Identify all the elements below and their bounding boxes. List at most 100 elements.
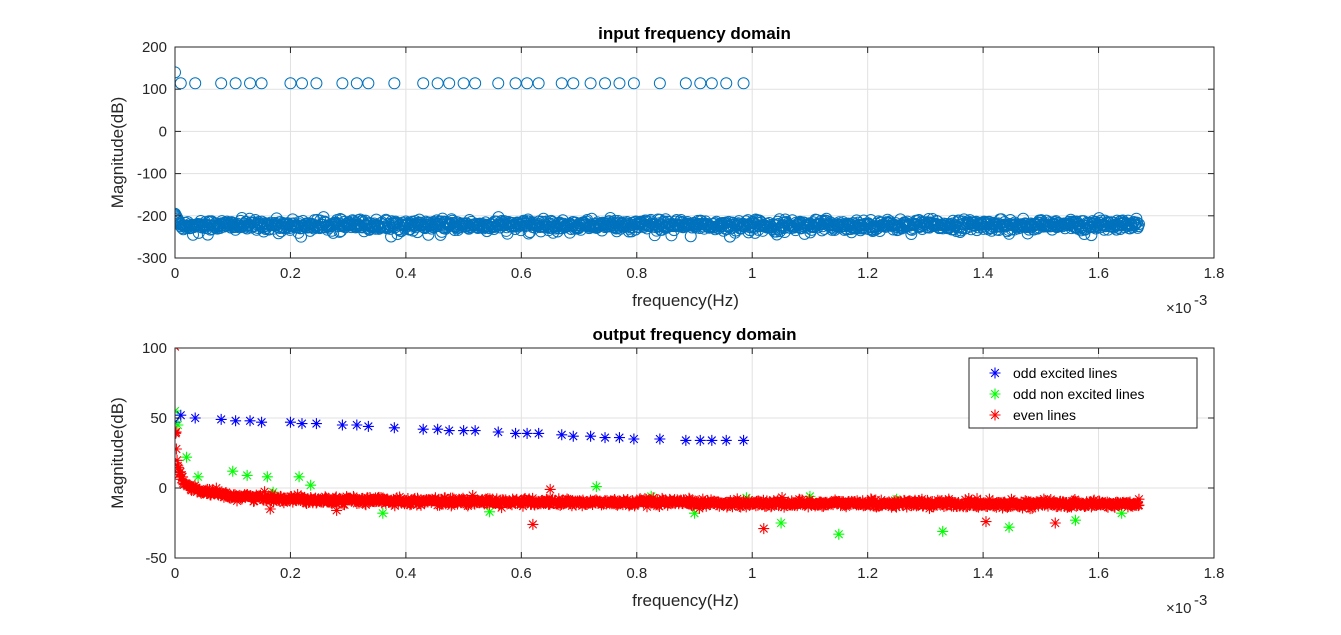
trend-point [1045, 493, 1057, 505]
x-tick-label: 0.6 [511, 265, 532, 282]
data-point [181, 451, 193, 463]
trend-point [791, 500, 803, 512]
trend-point [292, 488, 304, 500]
data-point [492, 77, 505, 90]
y-axis-label: Magnitude(dB) [108, 397, 127, 509]
series-even-lines [175, 348, 1145, 535]
trend-point [479, 497, 491, 509]
data-point [469, 425, 481, 437]
trend-point [491, 493, 503, 505]
data-point [175, 66, 181, 79]
data-point [295, 77, 308, 90]
data-point [720, 77, 733, 90]
trend-point [1065, 501, 1077, 513]
trend-point [496, 502, 508, 514]
x-tick-label: 1.4 [973, 265, 994, 282]
trend-point [983, 493, 995, 505]
trend-point [858, 497, 870, 509]
noise-floor-point [257, 225, 270, 238]
trend-point [966, 494, 978, 506]
data-point [264, 503, 276, 515]
trend-point [463, 498, 475, 510]
series-odd-excited-lines [175, 409, 750, 446]
trend-point [177, 471, 189, 483]
data-point [336, 419, 348, 431]
data-point [613, 432, 625, 444]
data-point [599, 432, 611, 444]
trend-point [1133, 499, 1145, 511]
data-point [310, 77, 323, 90]
data-point [533, 427, 545, 439]
data-point [737, 77, 750, 90]
data-point [261, 471, 273, 483]
data-point [189, 412, 201, 424]
trend-point [1012, 498, 1024, 510]
data-point [443, 77, 456, 90]
data-point [215, 77, 228, 90]
data-point [189, 77, 202, 90]
data-point [229, 77, 242, 90]
trend-point [259, 486, 271, 498]
trend-point [655, 498, 667, 510]
trend-point [339, 499, 351, 511]
chart-title: input frequency domain [598, 24, 791, 43]
trend-point [553, 493, 565, 505]
trend-point [175, 454, 183, 466]
y-tick-label: -200 [137, 208, 167, 225]
data-point [544, 483, 556, 495]
data-point [377, 507, 389, 519]
series-1 [175, 66, 1145, 243]
legend-marker [989, 388, 1001, 400]
data-point [758, 523, 770, 535]
trend-point [506, 499, 518, 511]
trend-point [1019, 495, 1031, 507]
trend-point [434, 499, 446, 511]
trend-point [443, 497, 455, 509]
data-point [484, 506, 496, 518]
x-axis-label: frequency(Hz) [632, 291, 739, 310]
data-point [351, 419, 363, 431]
legend-item: odd excited lines [989, 365, 1117, 381]
trend-point [539, 496, 551, 508]
trend-point [248, 495, 260, 507]
data-layer [175, 66, 1145, 243]
noise-floor-point [1130, 212, 1143, 225]
trend-point [997, 502, 1009, 514]
trend-point [415, 499, 427, 511]
trend-point [740, 501, 752, 513]
data-point [1069, 514, 1081, 526]
data-point [175, 419, 184, 431]
data-point [255, 77, 268, 90]
y-tick-label: 100 [142, 340, 167, 357]
trend-point [175, 443, 182, 455]
data-point [175, 426, 182, 438]
trend-point [483, 498, 495, 510]
data-point [567, 430, 579, 442]
data-point [362, 420, 374, 432]
data-point [267, 486, 279, 498]
trend-point [1031, 498, 1043, 510]
data-point [431, 77, 444, 90]
trend-point [247, 492, 259, 504]
noise-floor-point [422, 228, 435, 241]
trend-point [402, 493, 414, 505]
data-point [555, 77, 568, 90]
data-point [584, 77, 597, 90]
legend-box [968, 357, 1198, 429]
trend-point [481, 497, 493, 509]
data-point [1049, 517, 1061, 529]
data-point [175, 409, 187, 421]
x-tick-label: 1.2 [857, 265, 878, 282]
trend-point [901, 501, 913, 513]
x-tick-label: 0.2 [280, 265, 301, 282]
x-tick-label: 1.8 [1204, 565, 1225, 582]
trend-point [913, 494, 925, 506]
data-point [521, 427, 533, 439]
data-point [296, 418, 308, 430]
data-point [980, 516, 992, 528]
x-tick-label: 0 [171, 265, 179, 282]
legend-item: even lines [989, 407, 1076, 423]
data-point [388, 77, 401, 90]
noise-floor-point [187, 228, 200, 241]
